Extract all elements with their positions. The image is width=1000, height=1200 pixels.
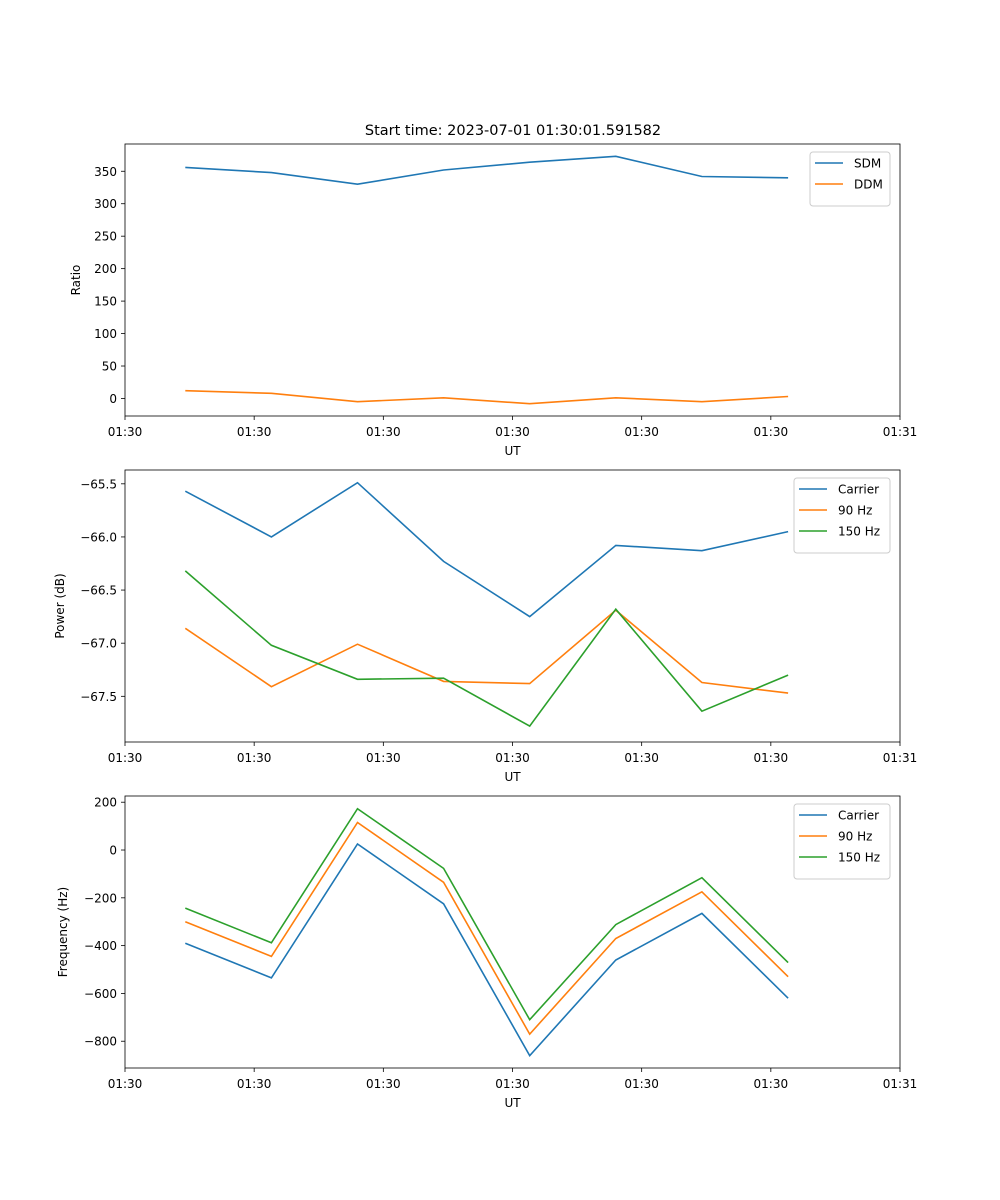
x-axis-label: UT bbox=[504, 1096, 521, 1110]
legend-label: Carrier bbox=[838, 483, 879, 497]
y-tick-label: 300 bbox=[94, 197, 117, 211]
figure-title: Start time: 2023-07-01 01:30:01.591582 bbox=[365, 123, 661, 139]
series-line-150-hz bbox=[185, 807, 789, 1022]
legend-label: 90 Hz bbox=[838, 504, 872, 518]
axes-frame bbox=[124, 143, 901, 417]
series-line-90-hz bbox=[185, 821, 789, 1036]
x-tick-label: 01:30 bbox=[237, 1077, 272, 1091]
y-tick-label: −67.0 bbox=[80, 637, 117, 651]
legend: Carrier 90 Hz 150 Hz bbox=[793, 477, 891, 554]
x-tick-label: 01:31 bbox=[883, 425, 918, 439]
x-tick-label: 01:30 bbox=[624, 1077, 659, 1091]
y-tick-label: −800 bbox=[84, 1035, 117, 1049]
legend-label: SDM bbox=[854, 157, 881, 171]
chart-panel-2: 01:30 01:30 01:30 01:30 01:30 01:30 01:31 −67.5… bbox=[53, 469, 918, 784]
x-tick-label: 01:30 bbox=[495, 425, 530, 439]
x-axis-label: UT bbox=[504, 770, 521, 784]
legend-label: 150 Hz bbox=[838, 851, 880, 865]
axes-frame bbox=[124, 469, 901, 743]
y-axis-label: Ratio bbox=[69, 265, 83, 296]
legend-box bbox=[793, 803, 891, 880]
y-tick-label: 100 bbox=[94, 327, 117, 341]
y-tick-label: 200 bbox=[94, 796, 117, 810]
y-tick-label: −600 bbox=[84, 987, 117, 1001]
series-line-carrier bbox=[185, 842, 789, 1057]
x-tick-label: 01:30 bbox=[495, 1077, 530, 1091]
y-tick-label: −200 bbox=[84, 891, 117, 905]
legend-label: 90 Hz bbox=[838, 830, 872, 844]
x-tick-label: 01:30 bbox=[108, 1077, 143, 1091]
x-tick-label: 01:31 bbox=[883, 1077, 918, 1091]
x-tick-label: 01:30 bbox=[237, 425, 272, 439]
y-tick-label: 0 bbox=[109, 392, 117, 406]
y-tick-label: 0 bbox=[109, 844, 117, 858]
x-tick-label: 01:30 bbox=[754, 425, 789, 439]
legend-box bbox=[809, 151, 891, 207]
x-tick-label: 01:30 bbox=[754, 751, 789, 765]
x-axis-label: UT bbox=[504, 444, 521, 458]
x-tick-label: 01:30 bbox=[624, 751, 659, 765]
series-line-sdm bbox=[185, 155, 789, 186]
x-tick-label: 01:30 bbox=[366, 751, 401, 765]
y-axis-label: Frequency (Hz) bbox=[56, 887, 70, 978]
x-tick-label: 01:30 bbox=[237, 751, 272, 765]
x-tick-label: 01:30 bbox=[366, 425, 401, 439]
y-tick-label: 50 bbox=[102, 360, 117, 374]
y-tick-label: −65.5 bbox=[80, 477, 117, 491]
x-tick-label: 01:30 bbox=[366, 1077, 401, 1091]
y-tick-label: −67.5 bbox=[80, 690, 117, 704]
series-line-150-hz bbox=[184, 570, 789, 728]
y-tick-label: −66.5 bbox=[80, 584, 117, 598]
chart-panel-3: 01:30 01:30 01:30 01:30 01:30 01:30 01:31 −800 −… bbox=[56, 795, 918, 1110]
legend: Carrier 90 Hz 150 Hz bbox=[793, 803, 891, 880]
legend-box bbox=[793, 477, 891, 554]
y-tick-label: −66.0 bbox=[80, 530, 117, 544]
series-line-carrier bbox=[184, 481, 789, 618]
chart-panel-1: 01:30 01:30 01:30 01:30 01:30 01:30 01:31 0 50 10… bbox=[69, 143, 918, 458]
x-tick-label: 01:30 bbox=[495, 751, 530, 765]
y-tick-label: −400 bbox=[84, 939, 117, 953]
legend-label: 150 Hz bbox=[838, 525, 880, 539]
y-axis-label: Power (dB) bbox=[53, 573, 67, 638]
series-line-90-hz bbox=[184, 609, 789, 694]
x-tick-label: 01:30 bbox=[108, 751, 143, 765]
y-tick-label: 350 bbox=[94, 165, 117, 179]
x-tick-label: 01:30 bbox=[624, 425, 659, 439]
y-tick-label: 150 bbox=[94, 295, 117, 309]
legend: SDM DDM bbox=[809, 151, 891, 207]
y-tick-label: 250 bbox=[94, 230, 117, 244]
legend-label: Carrier bbox=[838, 809, 879, 823]
axes-frame bbox=[124, 795, 901, 1069]
x-tick-label: 01:31 bbox=[883, 751, 918, 765]
y-tick-label: 200 bbox=[94, 262, 117, 276]
x-tick-label: 01:30 bbox=[108, 425, 143, 439]
series-line-ddm bbox=[185, 389, 789, 405]
x-tick-label: 01:30 bbox=[754, 1077, 789, 1091]
legend-label: DDM bbox=[854, 178, 883, 192]
